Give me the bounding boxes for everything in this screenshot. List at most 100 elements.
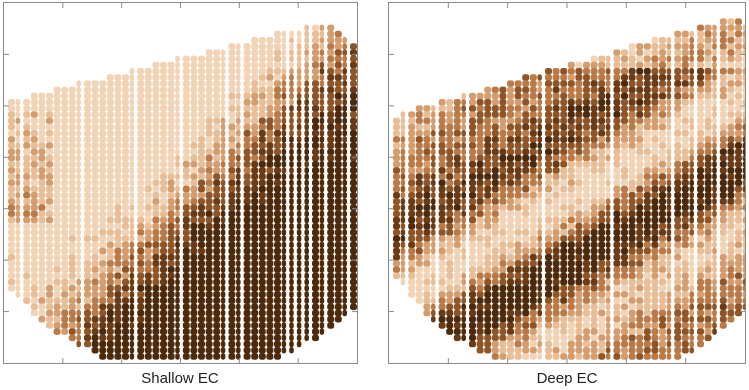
survey-point <box>137 334 145 342</box>
survey-point <box>590 247 598 255</box>
survey-point <box>659 86 666 94</box>
survey-point <box>152 80 160 87</box>
survey-point <box>30 105 38 112</box>
survey-point <box>461 142 466 149</box>
survey-point <box>643 260 651 267</box>
survey-point <box>258 192 266 199</box>
survey-point <box>319 74 325 81</box>
survey-point <box>243 49 251 56</box>
survey-point <box>236 223 241 230</box>
survey-point <box>266 316 274 323</box>
survey-point <box>659 278 666 286</box>
survey-point <box>91 92 99 100</box>
survey-point <box>23 229 31 236</box>
survey-point <box>567 316 575 323</box>
survey-point <box>636 204 644 211</box>
survey-point <box>712 111 717 118</box>
survey-point <box>84 192 91 199</box>
survey-point <box>719 173 727 180</box>
survey-point <box>567 68 575 75</box>
survey-point <box>46 192 53 199</box>
survey-point <box>274 328 281 335</box>
survey-point <box>727 167 735 174</box>
survey-point <box>213 123 221 131</box>
survey-point <box>590 80 598 87</box>
survey-point <box>537 297 542 304</box>
survey-point <box>334 204 342 211</box>
survey-point <box>137 266 145 273</box>
survey-point <box>659 61 666 69</box>
survey-point <box>514 130 522 137</box>
survey-point <box>415 223 423 230</box>
survey-point <box>689 309 694 317</box>
survey-point <box>198 148 205 156</box>
survey-point <box>152 61 160 69</box>
survey-point <box>334 55 342 63</box>
survey-point <box>431 210 436 218</box>
survey-point <box>742 123 745 131</box>
survey-point <box>99 322 107 329</box>
survey-point <box>175 241 180 249</box>
survey-point <box>636 86 644 94</box>
survey-point <box>522 316 530 323</box>
survey-point <box>438 260 446 267</box>
survey-point <box>621 334 628 342</box>
survey-point <box>476 92 484 100</box>
survey-point <box>137 235 145 242</box>
survey-point <box>152 68 160 75</box>
survey-point <box>114 278 122 286</box>
survey-point <box>152 309 160 317</box>
survey-point <box>651 322 659 329</box>
survey-point <box>319 229 325 236</box>
survey-point <box>408 266 416 273</box>
survey-point <box>91 136 99 143</box>
survey-point <box>719 148 727 156</box>
survey-point <box>742 210 745 218</box>
survey-point <box>651 136 659 143</box>
survey-point <box>15 285 21 292</box>
survey-point <box>552 216 560 224</box>
survey-point <box>461 130 466 137</box>
survey-point <box>674 291 682 298</box>
survey-point <box>529 272 537 280</box>
survey-point <box>636 328 644 335</box>
survey-point <box>719 198 727 205</box>
survey-point <box>605 148 611 156</box>
survey-point <box>666 55 672 63</box>
survey-point <box>446 241 454 249</box>
survey-point <box>274 68 281 75</box>
survey-point <box>697 192 704 199</box>
survey-point <box>76 192 81 199</box>
survey-point <box>666 235 672 242</box>
survey-point <box>243 272 251 280</box>
survey-point <box>636 68 644 75</box>
survey-point <box>205 173 213 180</box>
survey-point <box>446 303 454 311</box>
survey-point <box>529 105 537 112</box>
survey-point <box>453 198 461 205</box>
survey-point <box>30 278 38 286</box>
survey-point <box>408 167 416 174</box>
survey-point <box>190 74 198 81</box>
survey-point <box>689 291 694 298</box>
survey-point <box>334 61 342 69</box>
survey-point <box>400 216 406 224</box>
survey-point <box>431 123 436 131</box>
survey-point <box>461 99 466 106</box>
survey-point <box>205 241 213 249</box>
survey-point <box>598 272 606 280</box>
survey-point <box>68 173 76 180</box>
survey-point <box>469 117 476 125</box>
survey-point <box>727 260 735 267</box>
survey-point <box>182 74 190 81</box>
survey-point <box>236 185 241 193</box>
survey-point <box>446 136 454 143</box>
survey-point <box>400 260 406 267</box>
survey-point <box>220 49 226 56</box>
survey-point <box>304 80 309 87</box>
survey-point <box>507 353 514 360</box>
survey-point <box>613 216 621 224</box>
survey-point <box>491 204 499 211</box>
survey-point <box>583 272 590 280</box>
survey-point <box>213 161 221 168</box>
